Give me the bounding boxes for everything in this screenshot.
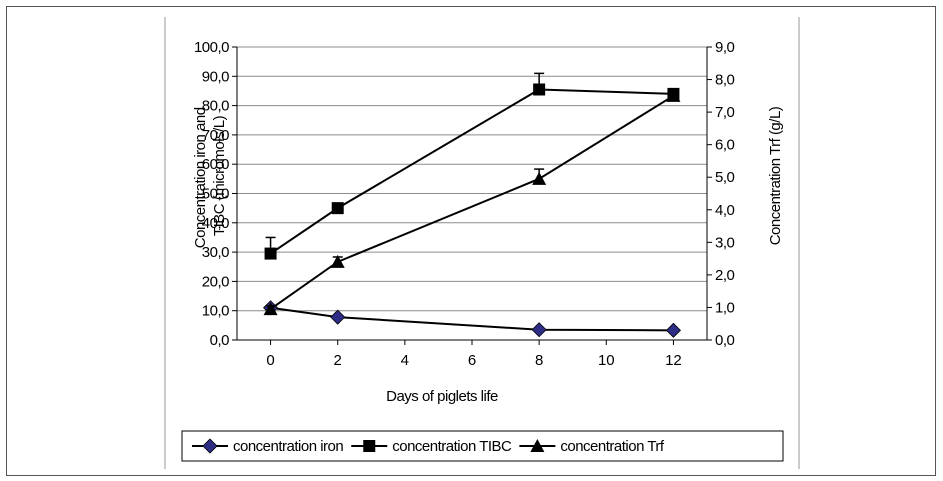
y-axis-left-title-line-2: TIBC (micromols/L) xyxy=(211,115,228,236)
y-right-tick-label: 8,0 xyxy=(715,72,735,89)
x-tick-label: 0 xyxy=(266,352,274,369)
x-tick-label: 10 xyxy=(598,352,615,369)
y-axis-left-title-line-1: Concentration iron and xyxy=(192,107,209,248)
y-right-tick-label: 5,0 xyxy=(715,169,735,186)
y-left-tick-label: 90,0 xyxy=(202,68,229,85)
legend: concentration iron concentration TIBC conc… xyxy=(192,438,665,455)
concentration-iron-point xyxy=(666,323,680,337)
y-left-tick-label: 20,0 xyxy=(202,273,229,290)
y-right-tick-label: 1,0 xyxy=(715,299,735,316)
y-right-tick-label: 0,0 xyxy=(715,332,735,349)
concentration-trf-point xyxy=(532,172,546,185)
x-tick-label: 8 xyxy=(535,352,543,369)
x-tick-label: 4 xyxy=(401,352,409,369)
concentration-tibc-point xyxy=(265,248,277,260)
y-right-tick-label: 9,0 xyxy=(715,39,735,56)
legend-label-concentration-trf: concentration Trf xyxy=(560,438,665,455)
x-tick-label: 2 xyxy=(334,352,342,369)
axes xyxy=(232,47,712,345)
y-right-tick-label: 6,0 xyxy=(715,137,735,154)
gridlines xyxy=(237,47,707,311)
y-left-tick-label: 0,0 xyxy=(210,332,230,349)
y-right-tick-label: 2,0 xyxy=(715,267,735,284)
x-tick-label: 12 xyxy=(665,352,682,369)
concentration-iron-point xyxy=(331,310,345,324)
concentration-iron-point xyxy=(532,323,546,337)
legend-marker-concentration-tibc xyxy=(363,440,375,452)
y-right-tick-label: 3,0 xyxy=(715,234,735,251)
concentration-tibc-line xyxy=(271,89,674,253)
y-left-tick-label: 10,0 xyxy=(202,303,229,320)
y-right-tick-label: 4,0 xyxy=(715,202,735,219)
line-chart: 0,010,020,030,040,050,060,070,080,090,01… xyxy=(7,7,937,477)
concentration-tibc-point xyxy=(332,202,344,214)
x-tick-label: 6 xyxy=(468,352,476,369)
tick-labels: 0,010,020,030,040,050,060,070,080,090,01… xyxy=(194,39,735,369)
y-right-tick-label: 7,0 xyxy=(715,104,735,121)
figure-frame: 0,0 10,0 20,0 30,0 40,0 50,0 60,0 70,0 80,0 90,0 1… xyxy=(6,6,936,476)
y-axis-right-title: Concentration Trf (g/L) xyxy=(767,106,784,245)
legend-label-concentration-iron: concentration iron xyxy=(233,438,343,455)
x-axis-title: Days of piglets life xyxy=(386,388,498,405)
data-series xyxy=(264,73,681,337)
concentration-trf-line xyxy=(271,96,674,309)
y-left-tick-label: 100,0 xyxy=(194,39,229,56)
legend-label-concentration-tibc: concentration TIBC xyxy=(392,438,512,455)
concentration-tibc-point xyxy=(533,83,545,95)
